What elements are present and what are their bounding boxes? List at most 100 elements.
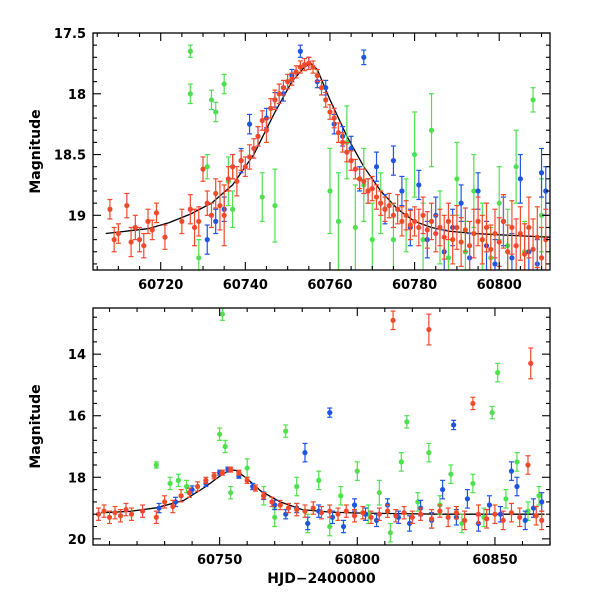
- data-point: [525, 508, 531, 514]
- data-point: [517, 176, 523, 182]
- x-tick-label: 60850: [472, 553, 517, 568]
- data-point: [327, 410, 333, 416]
- data-point: [310, 64, 316, 70]
- data-point: [294, 483, 300, 490]
- data-point: [263, 127, 270, 133]
- y-tick-label: 17.5: [54, 27, 86, 42]
- data-point: [441, 234, 447, 240]
- data-point: [259, 117, 265, 124]
- data-point: [191, 224, 198, 231]
- data-point: [335, 511, 341, 517]
- data-point: [428, 127, 435, 133]
- y-tick-label: 14: [68, 348, 86, 363]
- data-point: [508, 510, 515, 516]
- data-point: [208, 97, 215, 103]
- data-point: [204, 237, 210, 243]
- data-point: [124, 202, 130, 209]
- data-point: [495, 370, 501, 376]
- data-point: [509, 224, 515, 231]
- x-tick-label: 60800: [477, 278, 522, 293]
- data-point: [407, 222, 413, 228]
- data-point: [179, 218, 185, 224]
- data-point: [479, 237, 485, 243]
- data-point: [335, 130, 342, 136]
- data-point: [153, 210, 160, 216]
- data-point: [475, 218, 481, 224]
- data-point: [351, 513, 358, 519]
- data-point: [272, 514, 278, 520]
- data-point: [327, 523, 333, 530]
- data-point: [219, 311, 225, 317]
- data-point: [451, 422, 457, 428]
- data-point: [272, 97, 278, 103]
- data-point: [344, 149, 350, 155]
- data-point: [228, 466, 234, 473]
- data-point: [539, 499, 545, 505]
- data-point: [538, 212, 545, 218]
- data-point: [297, 64, 303, 70]
- x-tick-label: 60760: [307, 278, 352, 293]
- data-point: [335, 218, 342, 224]
- data-point: [338, 493, 344, 499]
- data-point: [106, 514, 113, 520]
- data-point: [145, 218, 151, 224]
- data-point: [208, 212, 215, 218]
- data-point: [217, 431, 223, 437]
- data-point: [403, 212, 409, 218]
- data-point: [416, 182, 422, 188]
- data-point: [393, 513, 399, 519]
- data-point: [219, 470, 225, 476]
- data-point: [200, 166, 206, 172]
- data-point: [401, 510, 407, 516]
- data-point: [484, 516, 490, 522]
- data-point: [458, 200, 464, 206]
- data-point: [513, 164, 519, 170]
- data-point: [500, 517, 506, 523]
- data-point: [318, 85, 325, 91]
- data-point: [213, 190, 219, 197]
- x-tick-label: 60750: [197, 553, 242, 568]
- data-point: [340, 523, 347, 530]
- data-point: [517, 514, 523, 520]
- data-point: [348, 145, 354, 152]
- data-point: [378, 200, 384, 206]
- data-point: [497, 511, 504, 517]
- data-point: [343, 508, 349, 514]
- data-point: [390, 317, 396, 323]
- x-tick-label: 60740: [223, 278, 268, 293]
- x-axis-label: HJD−2400000: [267, 571, 376, 587]
- data-point: [139, 508, 146, 514]
- data-point: [496, 239, 502, 245]
- data-point: [277, 502, 283, 508]
- data-point: [178, 493, 184, 499]
- data-point: [186, 490, 192, 496]
- data-point: [454, 224, 460, 231]
- data-point: [252, 485, 259, 491]
- data-point: [426, 326, 432, 333]
- data-point: [390, 158, 397, 164]
- data-point: [246, 121, 253, 127]
- data-point: [399, 188, 405, 194]
- plot-area: [95, 308, 545, 543]
- data-point: [261, 493, 267, 499]
- data-point: [310, 505, 316, 511]
- data-point: [314, 72, 320, 79]
- data-point: [175, 477, 181, 483]
- data-point: [221, 81, 227, 87]
- data-point: [440, 486, 446, 493]
- bottom-panel: 60750 60800 60850 14 16 18 20 Magnitude HJD−2400…: [28, 307, 551, 587]
- data-point: [149, 227, 155, 233]
- top-panel: 60720 60740 60760 60780 60800 17.5 18 18.5 19 Mag…: [28, 27, 551, 293]
- data-point: [528, 360, 534, 367]
- data-point: [316, 477, 322, 483]
- data-point: [525, 462, 531, 468]
- data-point: [101, 508, 107, 514]
- data-point: [293, 69, 299, 75]
- data-point: [390, 237, 397, 243]
- plot-area: [105, 44, 550, 270]
- y-axis-label: Magnitude: [28, 384, 44, 468]
- data-point: [517, 230, 523, 237]
- data-point: [376, 511, 382, 517]
- data-point: [360, 510, 366, 516]
- data-point: [470, 400, 476, 407]
